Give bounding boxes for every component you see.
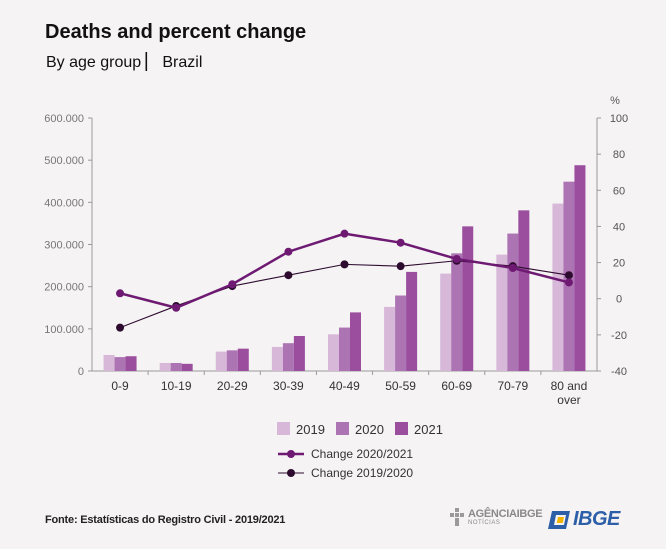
legend-marker-change-2020-2021 [287, 450, 295, 458]
bar-2020 [395, 295, 407, 371]
x-tick-label-line2: over [557, 393, 580, 407]
bar-2020 [114, 357, 126, 371]
legend-label-2020: 2020 [355, 422, 384, 437]
line-point-change-2020-2021 [172, 303, 181, 312]
y-right-tick-label: 40 [613, 221, 625, 233]
line-point-change-2020-2021 [116, 289, 125, 298]
bar-2019 [159, 362, 171, 371]
ibge-logo: IBGE [548, 508, 620, 531]
bar-2019 [328, 334, 339, 371]
agencia-ibge-logo-icon [450, 508, 464, 526]
agencia-logo-text: AGÊNCIAIBGE [468, 507, 543, 520]
legend-label-change-2019-2020: Change 2019/2020 [311, 466, 413, 480]
bar-2019 [440, 273, 452, 371]
bar-2020 [170, 362, 182, 371]
x-tick-label: 60-69 [441, 379, 472, 393]
y-right-tick-label: 60 [613, 185, 625, 197]
y-left-tick-label: 300.000 [44, 240, 84, 252]
y-left-tick-label: 500.000 [44, 155, 84, 167]
line-point-change-2019-2020 [564, 271, 573, 280]
x-tick-label: 30-39 [273, 379, 304, 393]
bar-2021 [237, 348, 249, 371]
y-left-tick-label: 400.000 [44, 197, 84, 209]
line-point-change-2019-2020 [284, 271, 293, 280]
line-point-change-2019-2020 [116, 323, 125, 332]
y-right-tick-label: 0 [616, 294, 622, 306]
bar-2020 [226, 350, 238, 371]
bar-2021 [406, 271, 418, 371]
y-left-tick-label: 200.000 [44, 282, 84, 294]
bar-2021 [181, 363, 193, 371]
bar-2019 [215, 351, 227, 371]
bar-2019 [103, 354, 115, 371]
ibge-logo-icon [548, 510, 570, 529]
legend-swatch-2019 [277, 422, 290, 435]
y-left-tick-label: 600.000 [44, 113, 84, 125]
line-point-change-2020-2021 [508, 263, 517, 272]
line-point-change-2020-2021 [284, 247, 293, 256]
line-point-change-2020-2021 [396, 238, 405, 247]
bar-2021 [574, 165, 586, 371]
legend-label-2021: 2021 [414, 422, 443, 437]
x-tick-label: 10-19 [161, 379, 192, 393]
bar-2019 [496, 254, 508, 371]
bar-2021 [293, 336, 305, 371]
bar-2021 [350, 312, 361, 371]
legend-label-change-2020-2021: Change 2020/2021 [311, 447, 413, 461]
legend-swatch-2020 [336, 422, 349, 435]
agencia-logo-subtext: NOTÍCIAS [468, 519, 501, 526]
bar-2019 [384, 306, 396, 371]
line-point-change-2019-2020 [340, 260, 349, 269]
y-left-tick-label: 100.000 [44, 324, 84, 336]
line-point-change-2020-2021 [228, 280, 237, 289]
x-tick-label: 70-79 [497, 379, 528, 393]
line-point-change-2020-2021 [340, 229, 349, 238]
legend-swatch-2021 [395, 422, 408, 435]
bar-2020 [507, 233, 519, 371]
x-tick-label: 80 and [551, 379, 588, 393]
y-right-tick-label: 80 [613, 149, 625, 161]
bar-2021 [518, 210, 530, 371]
ibge-logo-text: IBGE [573, 508, 620, 530]
x-tick-label: 40-49 [329, 379, 360, 393]
y-right-tick-label: -20 [611, 330, 627, 342]
bar-2019 [552, 203, 564, 371]
page-title: Deaths and percent change [45, 21, 307, 43]
legend-label-2019: 2019 [296, 422, 325, 437]
page-subtitle: By age group ▏ Brazil [46, 54, 203, 71]
bar-2021 [125, 356, 137, 371]
agencia-ibge-logo: AGÊNCIAIBGE NOTÍCIAS [450, 507, 543, 526]
bar-2019 [271, 346, 283, 371]
y-right-unit-label: % [610, 95, 620, 107]
x-tick-label: 50-59 [385, 379, 416, 393]
line-point-change-2019-2020 [396, 262, 405, 271]
legend-marker-change-2019-2020 [287, 469, 295, 477]
bar-2020 [339, 327, 350, 371]
line-point-change-2020-2021 [452, 254, 461, 263]
y-left-tick-label: 0 [78, 366, 84, 378]
bar-2020 [282, 343, 294, 371]
y-right-tick-label: 100 [610, 113, 628, 125]
source-note: Fonte: Estatísticas do Registro Civil - … [45, 514, 286, 526]
line-point-change-2020-2021 [564, 278, 573, 287]
bar-2021 [462, 226, 474, 371]
y-right-tick-label: -40 [611, 366, 627, 378]
x-tick-label: 0-9 [111, 379, 129, 393]
bar-2020 [451, 253, 463, 371]
x-tick-label: 20-29 [217, 379, 248, 393]
y-right-tick-label: 20 [613, 258, 625, 270]
